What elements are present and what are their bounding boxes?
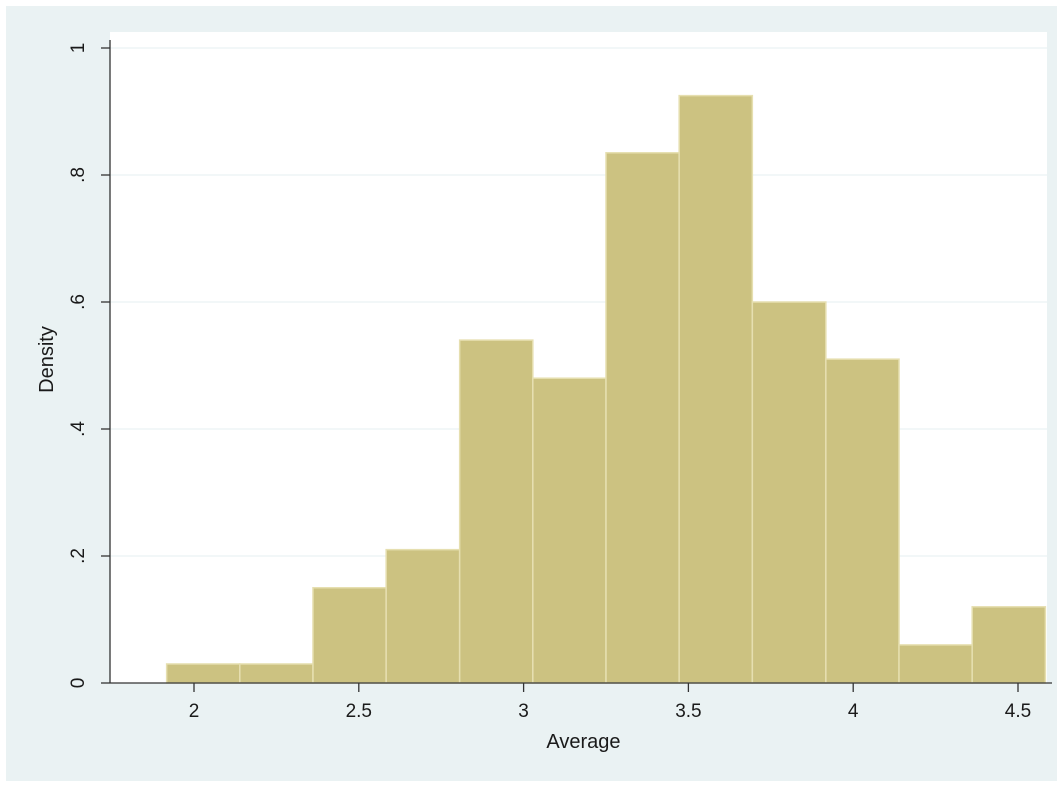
y-tick-label-0: 0: [68, 678, 89, 689]
x-tick-label-3: 3.5: [675, 701, 701, 722]
x-axis-title: Average: [546, 731, 620, 753]
histogram-bar-5: [458, 339, 534, 684]
histogram-bar-9: [751, 301, 827, 684]
x-tick-label-2: 3: [518, 701, 529, 722]
y-tick-label-4: .8: [68, 167, 89, 183]
x-tick-label-5: 4.5: [1005, 701, 1031, 722]
x-tick-label-0: 2: [189, 701, 200, 722]
histogram-bar-6: [532, 377, 607, 684]
histogram-bar-12: [971, 606, 1047, 684]
y-tick-label-5: 1: [68, 43, 89, 54]
tick-labels: 0 .2 .4 .6 .8 1 2 2.5 3 3.5 4 4.5: [68, 43, 1031, 722]
y-axis-title: Density: [36, 326, 58, 393]
axes: [101, 40, 1052, 692]
histogram-bar-11: [898, 644, 973, 684]
y-tick-label-3: .6: [68, 294, 89, 310]
histogram-bar-8: [678, 94, 754, 684]
histogram-bar-10: [825, 358, 900, 684]
bars: [165, 94, 1047, 684]
histogram-bar-7: [605, 152, 680, 684]
histogram-bar-1: [165, 663, 241, 684]
y-tick-label-2: .4: [68, 421, 89, 437]
histogram-bar-2: [239, 663, 314, 684]
x-tick-label-1: 2.5: [346, 701, 372, 722]
histogram-bar-4: [385, 548, 461, 684]
y-tick-label-1: .2: [68, 548, 89, 564]
histogram-bar-3: [312, 587, 387, 684]
x-tick-label-4: 4: [848, 701, 859, 722]
